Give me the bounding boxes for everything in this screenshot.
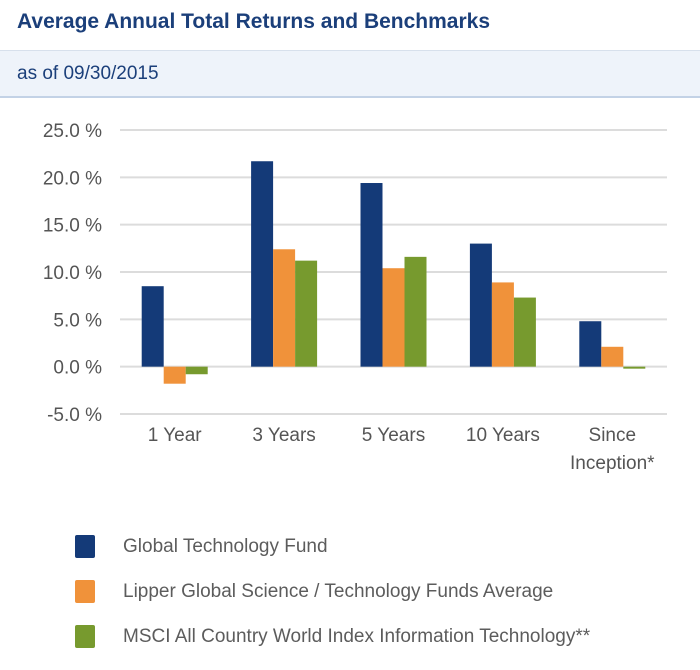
x-category-label: 1 Year bbox=[148, 425, 203, 446]
legend-label-msci: MSCI All Country World Index Information… bbox=[123, 625, 591, 647]
legend-swatch-msci bbox=[75, 625, 95, 648]
bar bbox=[360, 183, 383, 367]
x-category-label: Since bbox=[589, 425, 637, 446]
legend-label-fund: Global Technology Fund bbox=[123, 535, 328, 557]
legend-item-lipper: Lipper Global Science / Technology Funds… bbox=[75, 580, 590, 603]
bar bbox=[273, 249, 296, 367]
y-tick-label: 15.0 % bbox=[43, 216, 102, 237]
as-of-date: as of 09/30/2015 bbox=[17, 63, 159, 84]
bar bbox=[623, 366, 646, 369]
subtitle-bar: as of 09/30/2015 bbox=[0, 50, 700, 98]
y-axis-ticks: 25.0 % 20.0 % 15.0 % 10.0 % 5.0 % 0.0 % -5.0 % bbox=[43, 121, 102, 426]
bar bbox=[404, 256, 427, 367]
x-category-label: 5 Years bbox=[362, 425, 425, 446]
y-tick-label: 20.0 % bbox=[43, 168, 102, 189]
bar-chart: 25.0 % 20.0 % 15.0 % 10.0 % 5.0 % 0.0 % -5.0 %… bbox=[43, 121, 667, 474]
bar bbox=[601, 346, 624, 367]
y-tick-label: 25.0 % bbox=[43, 121, 102, 142]
x-category-label: Inception* bbox=[570, 453, 655, 474]
legend: Global Technology Fund Lipper Global Sci… bbox=[75, 535, 590, 670]
bar bbox=[251, 161, 274, 367]
bar bbox=[163, 366, 186, 384]
bar bbox=[141, 286, 164, 367]
bar bbox=[513, 297, 536, 367]
legend-item-msci: MSCI All Country World Index Information… bbox=[75, 625, 590, 648]
legend-swatch-fund bbox=[75, 535, 95, 558]
y-tick-label: 0.0 % bbox=[53, 358, 102, 379]
bar bbox=[295, 260, 318, 367]
chart-title: Average Annual Total Returns and Benchma… bbox=[17, 10, 491, 33]
y-tick-label: 5.0 % bbox=[53, 310, 102, 331]
bars bbox=[141, 161, 646, 384]
x-category-label: 3 Years bbox=[252, 425, 315, 446]
legend-swatch-lipper bbox=[75, 580, 95, 603]
bar bbox=[469, 243, 492, 367]
x-category-label: 10 Years bbox=[466, 425, 540, 446]
x-axis-categories: 1 Year 3 Years 5 Years 10 Years Since Incepti… bbox=[148, 425, 655, 474]
y-tick-label: 10.0 % bbox=[43, 263, 102, 284]
bar bbox=[579, 321, 602, 367]
bar bbox=[491, 282, 514, 367]
bar bbox=[185, 366, 208, 375]
y-tick-label: -5.0 % bbox=[47, 405, 102, 426]
legend-item-fund: Global Technology Fund bbox=[75, 535, 590, 558]
bar bbox=[382, 268, 405, 367]
legend-label-lipper: Lipper Global Science / Technology Funds… bbox=[123, 580, 554, 602]
